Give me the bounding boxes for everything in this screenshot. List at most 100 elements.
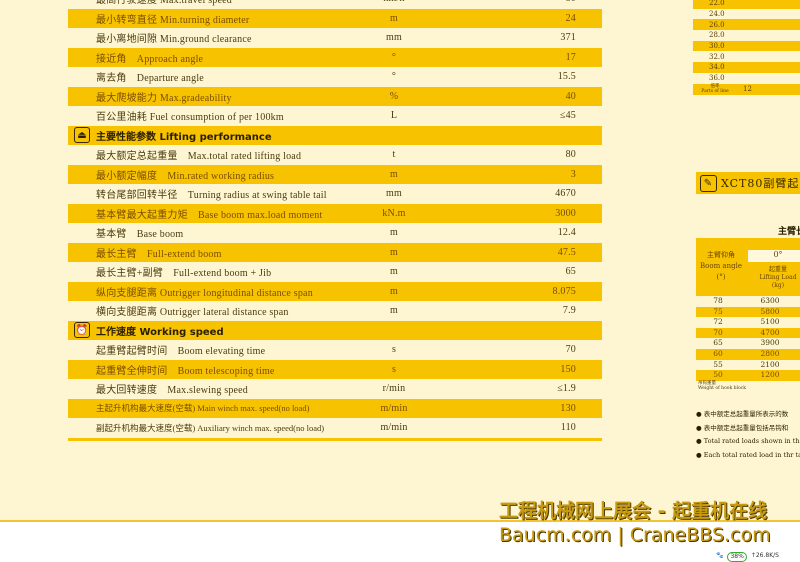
main-boom-length-label: 主臂长	[778, 227, 800, 237]
spec-name: 副起升机构最大速度(空载) Auxiliary winch max. speed…	[96, 422, 325, 433]
note: ● Total rated loads shown in the	[696, 436, 800, 445]
jib-row: 65 3900	[696, 338, 800, 349]
spec-row: 最小转弯直径 Min.turning diameter m 24	[68, 8, 602, 28]
spec-value: 110	[560, 422, 576, 434]
radius-row: 22.0	[693, 0, 800, 9]
spec-name: 最长主臂+副臂 Full-extend boom + Jib	[96, 268, 272, 280]
load-chart-top: 22.0 24.0 26.0 28.0 30.0 32.0 34.0 36.0 倍率 Parts …	[693, 0, 800, 95]
spec-row: 最高行驶速度 Max.travel speed km/h80	[68, 0, 602, 9]
radius-row: 34.0	[693, 62, 800, 73]
boom-angle: 50	[713, 370, 723, 380]
spec-name: 主起升机构最大速度(空载) Main winch max. speed(no l…	[96, 403, 310, 414]
lifting-load: 5100	[760, 317, 780, 327]
watermark-line1: 工程机械网上展会 - 起重机在线	[499, 500, 768, 522]
load-label-cn: 起重量	[768, 266, 787, 273]
spec-unit: m/min	[380, 402, 408, 414]
jib-title: XCT80副臂起重	[721, 177, 800, 190]
spec-row: 最大额定总起重量 Max.total rated lifting load t 80	[68, 145, 602, 165]
spec-name: 最小离地间隙 Min.ground clearance	[96, 34, 252, 46]
spec-unit: r/min	[382, 383, 406, 395]
cpu-percent[interactable]: 38%	[727, 552, 747, 562]
spec-unit: kN.m	[382, 207, 406, 219]
radius-row: 28.0	[709, 31, 725, 40]
spec-row: 转台尾部回转半径 Turning radius at swing table t…	[68, 184, 602, 204]
spec-row: 主起升机构最大速度(空载) Main winch max. speed(no l…	[68, 398, 602, 418]
radius-row: 24.0	[709, 10, 725, 19]
spec-unit: m	[390, 246, 398, 258]
section-header: ⏏ 主要性能参数 Lifting performance	[68, 125, 602, 145]
section-title: 工作速度 Working speed	[96, 326, 224, 338]
spec-row: 基本臂 Base boom m 12.4	[68, 223, 602, 243]
section-title: 主要性能参数 Lifting performance	[96, 131, 272, 143]
spec-name: 离去角 Departure angle	[96, 73, 204, 85]
boom-angle: 75	[713, 306, 723, 316]
lifting-icon: ⏏	[74, 127, 90, 144]
hook-cn: 吊钩重量	[698, 380, 716, 386]
spec-unit: °	[391, 71, 397, 83]
spec-row: 最小离地间隙 Min.ground clearance mm 371	[68, 28, 602, 48]
spec-value: 24	[565, 12, 576, 24]
spec-row: 离去角 Departure angle ° 15.5	[68, 67, 602, 87]
spec-value: 7.9	[562, 305, 576, 317]
boom-angle: 70	[713, 327, 723, 337]
boom-angle: 60	[713, 348, 723, 358]
angle-unit: (°)	[716, 273, 726, 281]
spec-value: 17	[565, 51, 576, 63]
spec-unit: t	[392, 149, 396, 161]
spec-table: 最高行驶速度 Max.travel speedkm/h80最小转弯直径 Min.…	[68, 0, 602, 441]
boom-angle: 72	[713, 317, 723, 327]
lifting-load: 3900	[760, 338, 780, 348]
spec-page: 最高行驶速度 Max.travel speedkm/h80最小转弯直径 Min.…	[0, 0, 800, 522]
spec-row: 最长主臂 Full-extend boom m 47.5	[68, 242, 602, 262]
note: ● Each total rated load in thr tab	[696, 450, 800, 459]
spec-row: 起重臂全伸时间 Boom telescoping time s 150	[68, 359, 602, 379]
spec-unit: m	[390, 285, 398, 297]
network-speed: ↑26.8K/S	[750, 552, 779, 559]
spec-value: 80	[565, 149, 576, 161]
table-bottom-rule	[68, 437, 602, 441]
spec-value: 80	[420, 0, 602, 4]
spec-value: 65	[565, 266, 576, 278]
spec-name: 转台尾部回转半径 Turning radius at swing table t…	[96, 190, 327, 202]
spec-value: ≤1.9	[557, 383, 576, 395]
stopwatch-icon: ⏰	[74, 322, 90, 339]
spec-unit: m	[390, 266, 398, 278]
paw-icon[interactable]: 🐾	[716, 552, 724, 559]
jib-section-header: ✎ XCT80副臂起重	[696, 172, 800, 194]
spec-value: 150	[560, 363, 576, 375]
spec-unit: %	[389, 90, 399, 102]
spec-value: 40	[565, 90, 576, 102]
spec-unit: km/h	[368, 0, 420, 4]
spec-value: 47.5	[557, 246, 576, 258]
spec-row: 纵向支腿距离 Outrigger longitudinal distance s…	[68, 281, 602, 301]
spec-unit: °	[391, 51, 397, 63]
spec-value: 3000	[555, 207, 576, 219]
spec-value: 4670	[555, 188, 576, 200]
parts-en: Parts of line	[701, 89, 729, 94]
spec-unit: mm	[386, 32, 402, 44]
spec-value: ≤45	[559, 110, 576, 122]
notes: ● 表中额定总起重量所表示的数 ● 表中额定总起重量包括吊钩和 ● Total …	[696, 408, 800, 465]
radius-row: 32.0	[709, 52, 725, 61]
spec-unit: s	[391, 363, 397, 375]
spec-name: 最小转弯直径 Min.turning diameter	[96, 14, 250, 26]
spec-name: 起重臂起臂时间 Boom elevating time	[96, 346, 266, 358]
parts-cn: 倍率	[710, 84, 720, 89]
boom-angle: 78	[713, 296, 723, 305]
radius-row: 36.0	[709, 74, 725, 83]
spec-unit: m	[390, 227, 398, 239]
jib-row: 70 4700	[696, 327, 800, 339]
spec-value: 8.075	[552, 285, 576, 297]
spec-unit: m/min	[380, 422, 408, 434]
spec-name: 最长主臂 Full-extend boom	[96, 248, 222, 260]
jib-row: 50 1200	[696, 370, 800, 381]
spec-row: 最大爬坡能力 Max.gradeability% 40	[68, 86, 602, 106]
spec-row: 百公里油耗 Fuel consumption of per 100km L ≤45	[68, 106, 602, 126]
spec-value: 371	[560, 32, 576, 44]
spec-name: 接近角 Approach angle	[96, 53, 204, 65]
spec-name: 起重臂全伸时间 Boom telescoping time	[96, 365, 275, 377]
spec-value: 70	[565, 344, 576, 356]
spec-name: 最大额定总起重量 Max.total rated lifting load	[96, 151, 302, 163]
spec-unit: m	[390, 168, 398, 180]
watermark: 工程机械网上展会 - 起重机在线 Baucm.com | CraneBBS.co…	[499, 500, 771, 546]
